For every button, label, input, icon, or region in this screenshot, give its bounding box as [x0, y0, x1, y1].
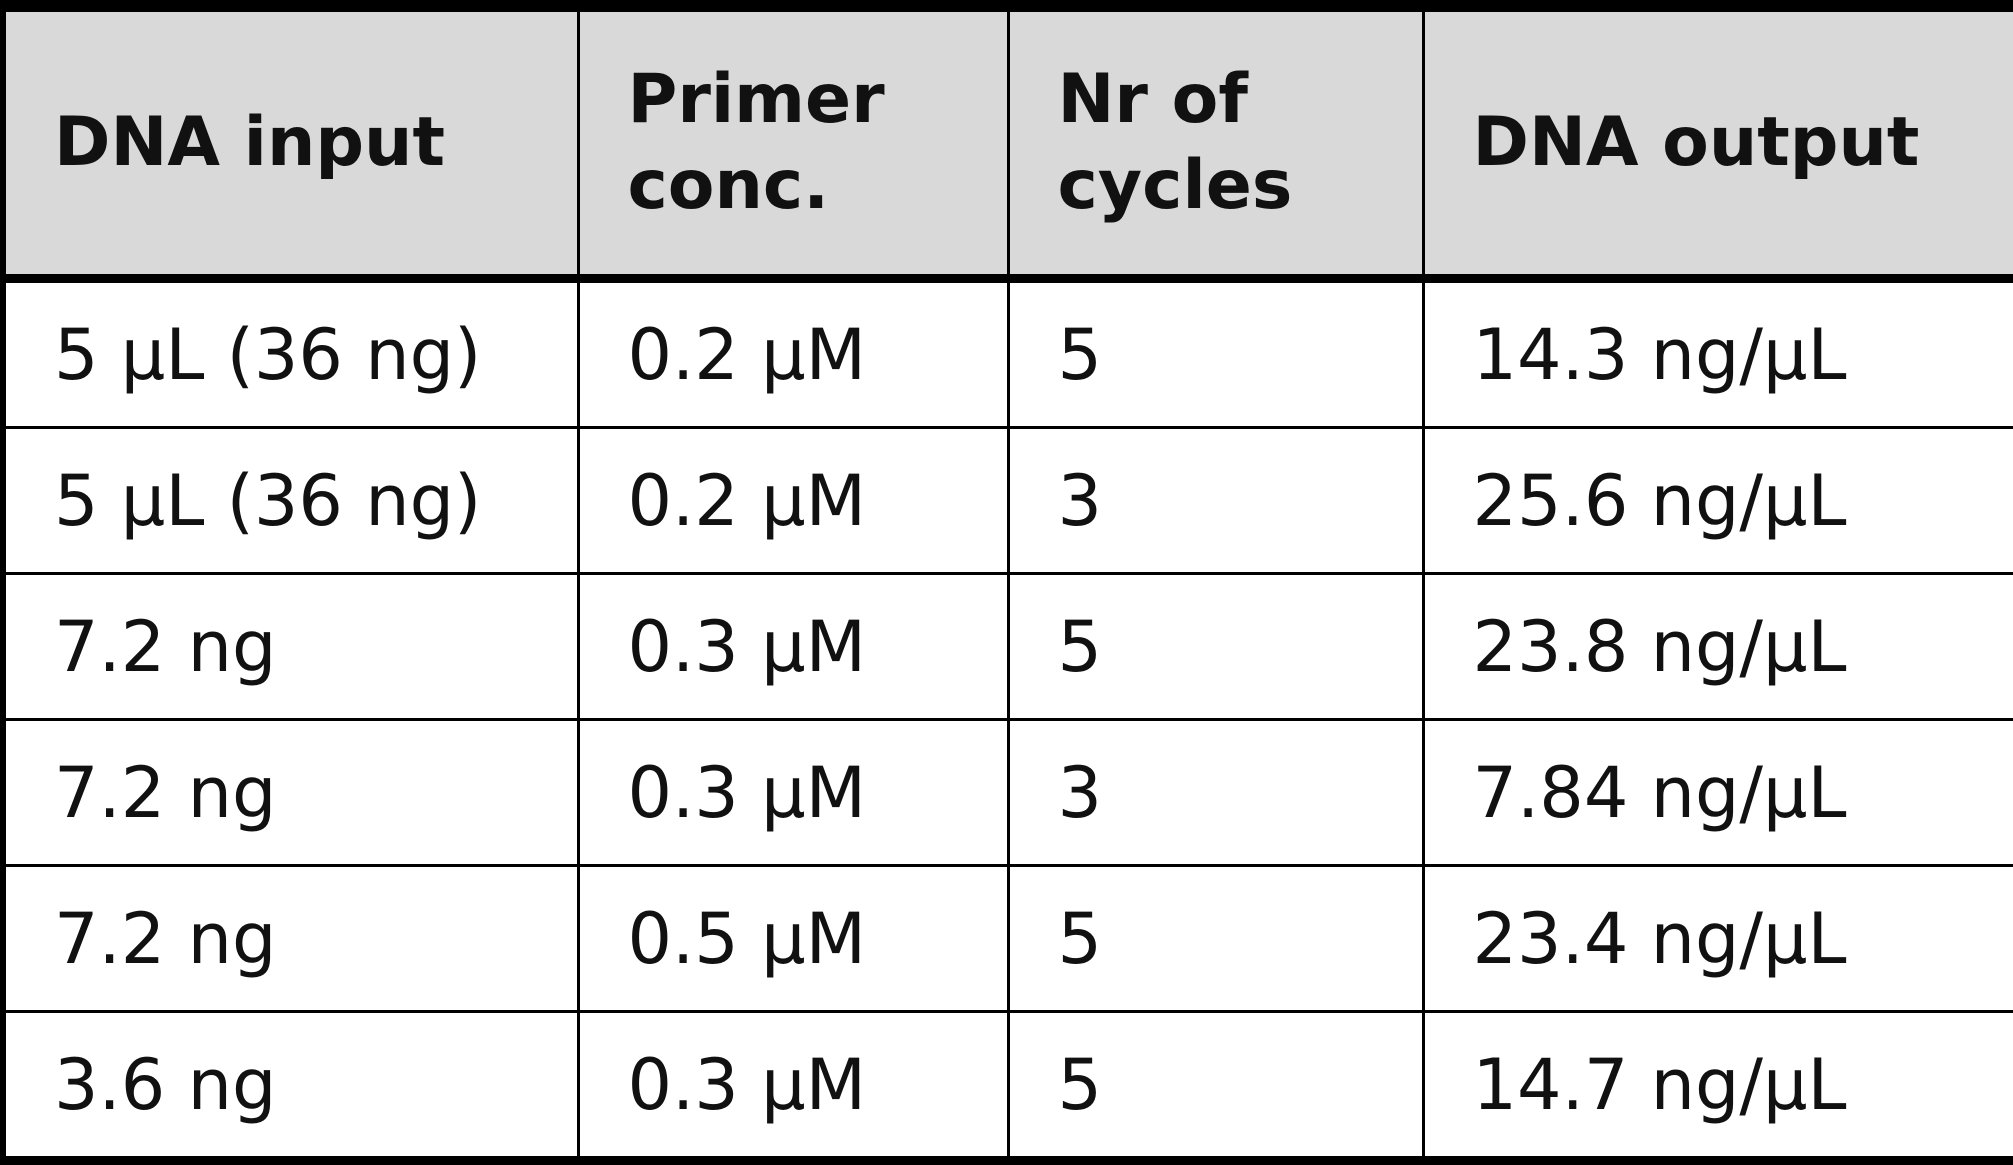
header-dna-output-line-1: DNA output [1472, 103, 1920, 182]
cell-dna-input: 7.2 ng [0, 865, 580, 1013]
cell-primer-conc: 0.3 µM [576, 573, 1010, 721]
cell-primer-conc: 0.3 µM [576, 719, 1010, 867]
header-primer-conc-line-1: Primer [627, 60, 885, 139]
cell-nr-of-cycles: 5 [1006, 278, 1425, 429]
cell-dna-input: 7.2 ng [0, 573, 580, 721]
cell-dna-input: 3.6 ng [0, 1011, 580, 1165]
table-body: 5 µL (36 ng) 0.2 µM 5 14.3 ng/µL 5 µL (3… [0, 278, 2013, 1165]
cell-dna-output: 23.8 ng/µL [1421, 573, 2013, 721]
header-dna-input-line-1: DNA input [54, 103, 445, 182]
cell-dna-output: 7.84 ng/µL [1421, 719, 2013, 867]
cell-primer-conc: 0.2 µM [576, 427, 1010, 575]
cell-dna-output: 25.6 ng/µL [1421, 427, 2013, 575]
cell-nr-of-cycles: 5 [1006, 1011, 1425, 1165]
cell-dna-output: 14.7 ng/µL [1421, 1011, 2013, 1165]
cell-nr-of-cycles: 5 [1006, 573, 1425, 721]
cell-dna-output: 23.4 ng/µL [1421, 865, 2013, 1013]
table-row: 5 µL (36 ng) 0.2 µM 5 14.3 ng/µL [0, 278, 2013, 429]
cell-primer-conc: 0.3 µM [576, 1011, 1010, 1165]
table-row: 7.2 ng 0.3 µM 3 7.84 ng/µL [0, 719, 2013, 867]
header-row: DNA input Primer conc. Nr of cycles DNA … [0, 0, 2013, 283]
cell-nr-of-cycles: 5 [1006, 865, 1425, 1013]
table-row: 5 µL (36 ng) 0.2 µM 3 25.6 ng/µL [0, 427, 2013, 575]
cell-nr-of-cycles: 3 [1006, 427, 1425, 575]
table-row: 7.2 ng 0.3 µM 5 23.8 ng/µL [0, 573, 2013, 721]
table-row: 7.2 ng 0.5 µM 5 23.4 ng/µL [0, 865, 2013, 1013]
header-primer-conc: Primer conc. [576, 0, 1010, 283]
cell-dna-output: 14.3 ng/µL [1421, 278, 2013, 429]
header-nr-of-cycles-line-1: Nr of [1057, 60, 1248, 139]
table-header: DNA input Primer conc. Nr of cycles DNA … [0, 0, 2013, 283]
header-primer-conc-line-2: conc. [627, 146, 830, 225]
table-row: 3.6 ng 0.3 µM 5 14.7 ng/µL [0, 1011, 2013, 1165]
cell-dna-input: 7.2 ng [0, 719, 580, 867]
header-nr-of-cycles: Nr of cycles [1006, 0, 1425, 283]
cell-dna-input: 5 µL (36 ng) [0, 427, 580, 575]
cell-primer-conc: 0.2 µM [576, 278, 1010, 429]
cell-nr-of-cycles: 3 [1006, 719, 1425, 867]
cell-primer-conc: 0.5 µM [576, 865, 1010, 1013]
cell-dna-input: 5 µL (36 ng) [0, 278, 580, 429]
header-dna-output: DNA output [1421, 0, 2013, 283]
header-dna-input: DNA input [0, 0, 580, 283]
header-nr-of-cycles-line-2: cycles [1057, 146, 1293, 225]
